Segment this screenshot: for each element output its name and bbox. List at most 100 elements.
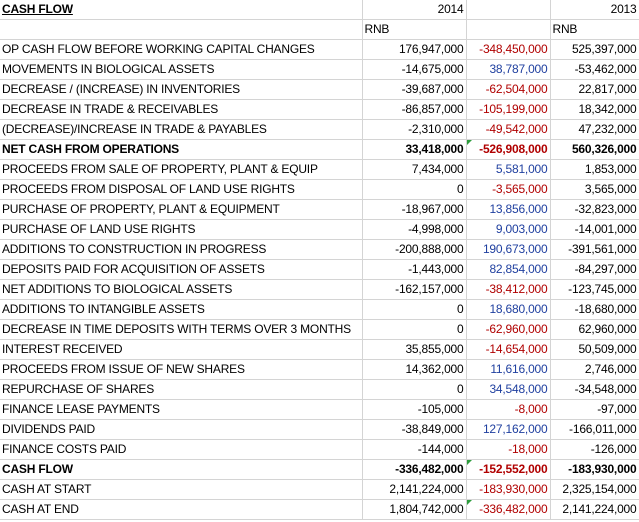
header-year-2014[interactable]: 2014 xyxy=(362,0,467,20)
value-2014[interactable]: 0 xyxy=(362,319,467,340)
value-difference[interactable]: -152,552,000 xyxy=(466,459,551,480)
value-2014[interactable]: 0 xyxy=(362,299,467,320)
value-2013[interactable]: -14,001,000 xyxy=(550,219,639,240)
value-difference[interactable]: -3,565,000 xyxy=(466,179,551,200)
value-2014[interactable]: -86,857,000 xyxy=(362,99,467,120)
value-2013[interactable]: 1,853,000 xyxy=(550,159,639,180)
value-2014[interactable]: 33,418,000 xyxy=(362,139,467,160)
value-2013[interactable]: 2,141,224,000 xyxy=(550,499,639,520)
value-2014[interactable]: -105,000 xyxy=(362,399,467,420)
value-difference[interactable]: -336,482,000 xyxy=(466,499,551,520)
currency-2014[interactable]: RNB xyxy=(362,19,467,40)
value-difference[interactable]: 18,680,000 xyxy=(466,299,551,320)
row-label[interactable]: PROCEEDS FROM DISPOSAL OF LAND USE RIGHT… xyxy=(0,179,363,200)
value-difference[interactable]: -183,930,000 xyxy=(466,479,551,500)
value-difference[interactable]: -62,504,000 xyxy=(466,79,551,100)
value-2013[interactable]: 62,960,000 xyxy=(550,319,639,340)
value-2013[interactable]: 2,325,154,000 xyxy=(550,479,639,500)
value-2014[interactable]: 7,434,000 xyxy=(362,159,467,180)
value-difference[interactable]: -18,000 xyxy=(466,439,551,460)
row-label[interactable]: REPURCHASE OF SHARES xyxy=(0,379,363,400)
row-label[interactable]: DECREASE / (INCREASE) IN INVENTORIES xyxy=(0,79,363,100)
value-2013[interactable]: -97,000 xyxy=(550,399,639,420)
value-2013[interactable]: -391,561,000 xyxy=(550,239,639,260)
row-label[interactable]: DECREASE IN TIME DEPOSITS WITH TERMS OVE… xyxy=(0,319,363,340)
value-2013[interactable]: -18,680,000 xyxy=(550,299,639,320)
header-year-2013[interactable]: 2013 xyxy=(550,0,639,20)
row-label[interactable]: CASH AT START xyxy=(0,479,363,500)
value-2014[interactable]: -14,675,000 xyxy=(362,59,467,80)
row-label[interactable]: NET CASH FROM OPERATIONS xyxy=(0,139,363,160)
row-label[interactable]: NET ADDITIONS TO BIOLOGICAL ASSETS xyxy=(0,279,363,300)
value-difference[interactable]: 127,162,000 xyxy=(466,419,551,440)
value-difference[interactable]: -14,654,000 xyxy=(466,339,551,360)
row-label[interactable]: DEPOSITS PAID FOR ACQUISITION OF ASSETS xyxy=(0,259,363,280)
header-empty-cell[interactable] xyxy=(466,0,551,20)
value-difference[interactable]: -62,960,000 xyxy=(466,319,551,340)
value-2013[interactable]: 525,397,000 xyxy=(550,39,639,60)
value-2014[interactable]: -200,888,000 xyxy=(362,239,467,260)
value-2014[interactable]: 0 xyxy=(362,379,467,400)
value-2013[interactable]: -126,000 xyxy=(550,439,639,460)
header-empty-cell[interactable] xyxy=(0,19,363,40)
sheet-title[interactable]: CASH FLOW xyxy=(0,0,363,20)
value-2014[interactable]: -4,998,000 xyxy=(362,219,467,240)
value-difference[interactable]: -105,199,000 xyxy=(466,99,551,120)
row-label[interactable]: INTEREST RECEIVED xyxy=(0,339,363,360)
value-2013[interactable]: 560,326,000 xyxy=(550,139,639,160)
value-2013[interactable]: 47,232,000 xyxy=(550,119,639,140)
value-2013[interactable]: -32,823,000 xyxy=(550,199,639,220)
value-2014[interactable]: -39,687,000 xyxy=(362,79,467,100)
value-difference[interactable]: 11,616,000 xyxy=(466,359,551,380)
row-label[interactable]: CASH FLOW xyxy=(0,459,363,480)
value-2014[interactable]: -1,443,000 xyxy=(362,259,467,280)
value-difference[interactable]: 5,581,000 xyxy=(466,159,551,180)
row-label[interactable]: FINANCE LEASE PAYMENTS xyxy=(0,399,363,420)
value-difference[interactable]: 9,003,000 xyxy=(466,219,551,240)
value-2014[interactable]: 14,362,000 xyxy=(362,359,467,380)
value-2014[interactable]: 176,947,000 xyxy=(362,39,467,60)
value-2014[interactable]: -336,482,000 xyxy=(362,459,467,480)
row-label[interactable]: PURCHASE OF LAND USE RIGHTS xyxy=(0,219,363,240)
value-difference[interactable]: 190,673,000 xyxy=(466,239,551,260)
value-2014[interactable]: 0 xyxy=(362,179,467,200)
value-2014[interactable]: 35,855,000 xyxy=(362,339,467,360)
value-2014[interactable]: -162,157,000 xyxy=(362,279,467,300)
row-label[interactable]: (DECREASE)/INCREASE IN TRADE & PAYABLES xyxy=(0,119,363,140)
value-2014[interactable]: 2,141,224,000 xyxy=(362,479,467,500)
value-2013[interactable]: 50,509,000 xyxy=(550,339,639,360)
value-2013[interactable]: 3,565,000 xyxy=(550,179,639,200)
value-difference[interactable]: -38,412,000 xyxy=(466,279,551,300)
value-2014[interactable]: -2,310,000 xyxy=(362,119,467,140)
row-label[interactable]: PROCEEDS FROM ISSUE OF NEW SHARES xyxy=(0,359,363,380)
row-label[interactable]: FINANCE COSTS PAID xyxy=(0,439,363,460)
row-label[interactable]: ADDITIONS TO CONSTRUCTION IN PROGRESS xyxy=(0,239,363,260)
value-difference[interactable]: 82,854,000 xyxy=(466,259,551,280)
value-difference[interactable]: 13,856,000 xyxy=(466,199,551,220)
row-label[interactable]: ADDITIONS TO INTANGIBLE ASSETS xyxy=(0,299,363,320)
value-2013[interactable]: 18,342,000 xyxy=(550,99,639,120)
value-difference[interactable]: 34,548,000 xyxy=(466,379,551,400)
value-2013[interactable]: -34,548,000 xyxy=(550,379,639,400)
row-label[interactable]: DIVIDENDS PAID xyxy=(0,419,363,440)
value-2013[interactable]: -123,745,000 xyxy=(550,279,639,300)
value-2014[interactable]: -144,000 xyxy=(362,439,467,460)
value-2013[interactable]: -183,930,000 xyxy=(550,459,639,480)
value-difference[interactable]: -49,542,000 xyxy=(466,119,551,140)
value-2013[interactable]: -84,297,000 xyxy=(550,259,639,280)
row-label[interactable]: MOVEMENTS IN BIOLOGICAL ASSETS xyxy=(0,59,363,80)
row-label[interactable]: CASH AT END xyxy=(0,499,363,520)
value-2014[interactable]: -38,849,000 xyxy=(362,419,467,440)
row-label[interactable]: OP CASH FLOW BEFORE WORKING CAPITAL CHAN… xyxy=(0,39,363,60)
value-difference[interactable]: 38,787,000 xyxy=(466,59,551,80)
row-label[interactable]: PURCHASE OF PROPERTY, PLANT & EQUIPMENT xyxy=(0,199,363,220)
header-empty-cell[interactable] xyxy=(466,19,551,40)
value-2013[interactable]: 22,817,000 xyxy=(550,79,639,100)
currency-2013[interactable]: RNB xyxy=(550,19,639,40)
value-2013[interactable]: -53,462,000 xyxy=(550,59,639,80)
value-difference[interactable]: -8,000 xyxy=(466,399,551,420)
row-label[interactable]: PROCEEDS FROM SALE OF PROPERTY, PLANT & … xyxy=(0,159,363,180)
value-difference[interactable]: -348,450,000 xyxy=(466,39,551,60)
value-2013[interactable]: -166,011,000 xyxy=(550,419,639,440)
value-difference[interactable]: -526,908,000 xyxy=(466,139,551,160)
